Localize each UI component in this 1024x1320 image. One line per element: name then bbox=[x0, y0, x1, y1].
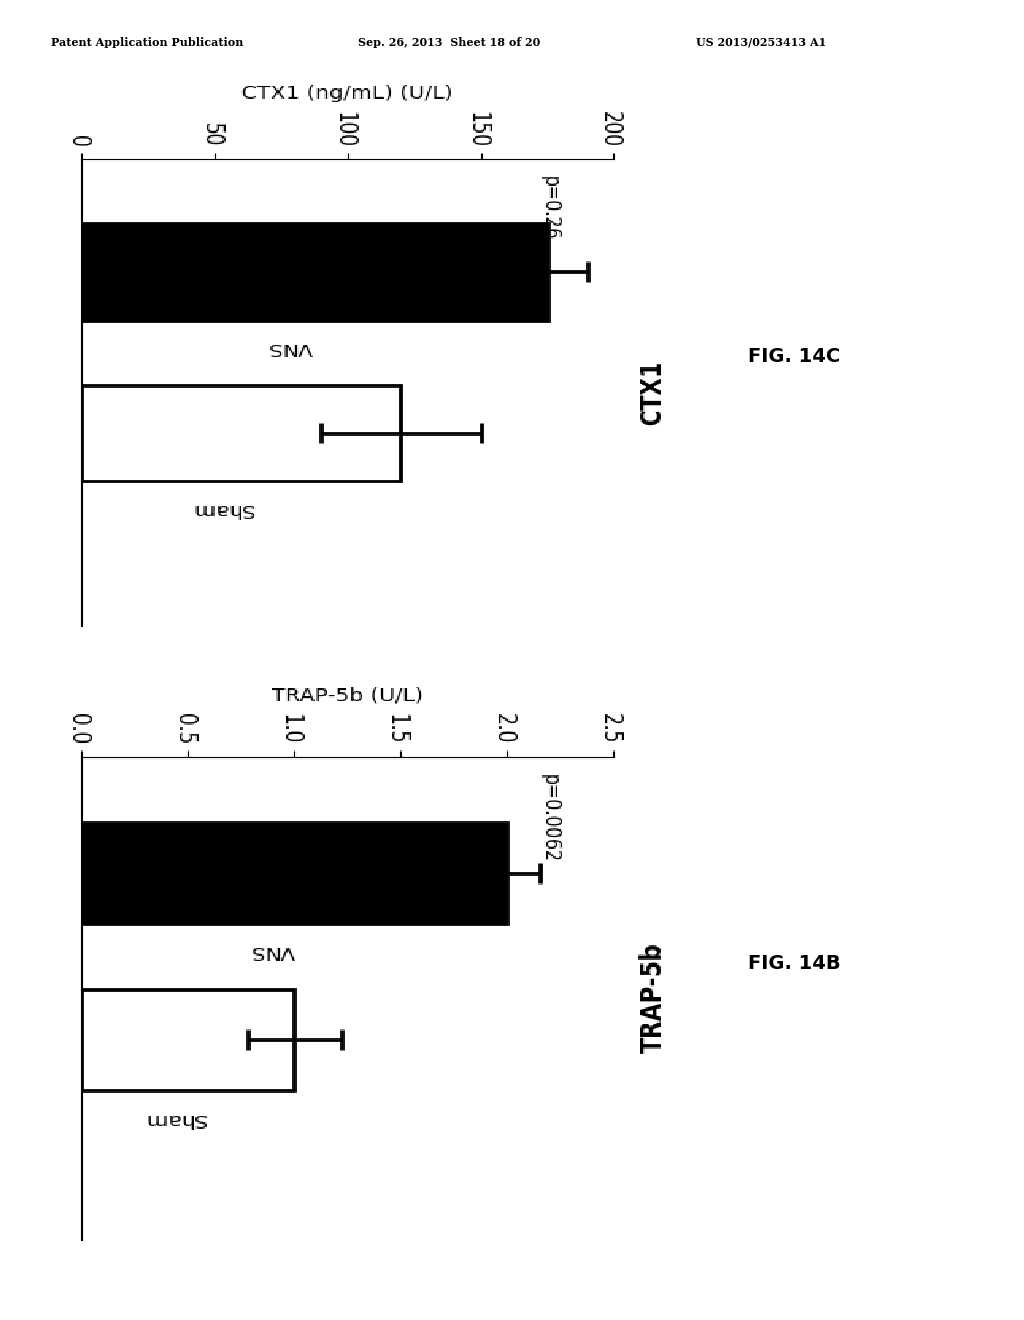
Text: FIG. 14C: FIG. 14C bbox=[748, 347, 840, 366]
Text: Patent Application Publication: Patent Application Publication bbox=[51, 37, 244, 48]
Text: Sep. 26, 2013  Sheet 18 of 20: Sep. 26, 2013 Sheet 18 of 20 bbox=[358, 37, 541, 48]
Text: FIG. 14B: FIG. 14B bbox=[748, 954, 840, 973]
Text: US 2013/0253413 A1: US 2013/0253413 A1 bbox=[696, 37, 826, 48]
